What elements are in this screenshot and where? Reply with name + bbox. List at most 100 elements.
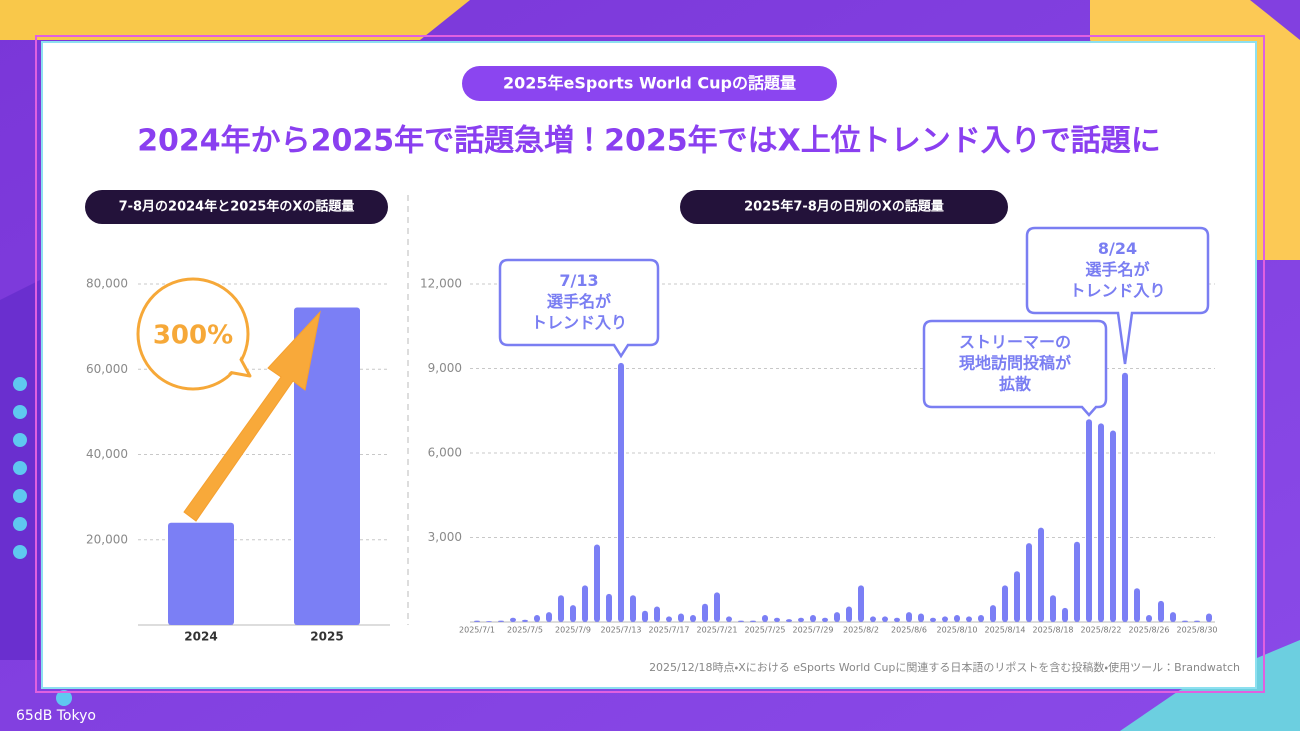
bar: [1098, 423, 1104, 622]
x-tick-label: 2025/7/5: [507, 626, 543, 635]
x-tick-label: 2025/7/1: [459, 626, 495, 635]
callout-text: 選手名が: [1085, 260, 1149, 279]
bar: [690, 614, 696, 622]
x-tick-label: 2025/8/2: [843, 626, 879, 635]
bar: [570, 605, 576, 622]
bar: [168, 522, 234, 625]
y-tick-label: 60,000: [86, 362, 128, 376]
x-tick-label: 2025/7/17: [648, 626, 689, 635]
chart-title: 2025年7-8月の日別のXの話題量: [744, 199, 944, 215]
bar: [822, 617, 828, 622]
x-tick-label: 2025: [310, 630, 343, 644]
bar: [558, 595, 564, 622]
bar: [642, 610, 648, 622]
x-tick-label: 2025/8/14: [984, 626, 1025, 635]
x-tick-label: 2025/7/21: [696, 626, 737, 635]
bar: [594, 544, 600, 622]
bar: [522, 619, 528, 622]
bar: [666, 616, 672, 622]
callout-text: 8/24: [1098, 239, 1137, 258]
bar: [510, 617, 516, 622]
bar: [486, 621, 492, 622]
deco-yellow: [0, 0, 470, 40]
plots: 20,000 40,000 60,000 80,000 2024 2025 3,000 6,0…: [86, 226, 1218, 644]
bar: [990, 605, 996, 622]
y-tick-label: 40,000: [86, 447, 128, 461]
bar: [702, 603, 708, 622]
x-tick-label: 2025/7/29: [792, 626, 833, 635]
bar: [606, 593, 612, 622]
bar: [1002, 585, 1008, 622]
headline: 2024年から2025年で話題急増！2025年ではX上位トレンド入りで話題に: [137, 124, 1161, 159]
bar: [678, 613, 684, 622]
badge: [462, 66, 837, 101]
deco-dots: [13, 377, 72, 706]
card-border: [35, 35, 1265, 693]
bar: [894, 617, 900, 622]
bar: [786, 619, 792, 622]
bar: [654, 606, 660, 622]
growth-label: 300%: [153, 321, 233, 351]
bar: [630, 595, 636, 622]
bar: [1050, 595, 1056, 622]
chart-title-pill: [680, 190, 1008, 224]
x-tick-label: 2025/8/30: [1176, 626, 1217, 635]
bar: [534, 614, 540, 622]
badge-text: 2025年eSports World Cupの話題量: [503, 74, 796, 93]
bar: [834, 612, 840, 622]
bar: [978, 614, 984, 622]
callout-text: 選手名が: [547, 292, 611, 311]
bar: [1194, 620, 1200, 622]
callout-text: 現地訪問投稿が: [959, 354, 1071, 373]
callout-text: 7/13: [559, 271, 598, 290]
callout-box: [922, 319, 1108, 417]
bar: [882, 616, 888, 622]
bar: [918, 613, 924, 622]
y-tick-label: 9,000: [428, 361, 462, 375]
bar: [774, 617, 780, 622]
bar: [750, 620, 756, 622]
bar: [498, 620, 504, 622]
bar: [1014, 571, 1020, 622]
callout-text: トレンド入り: [1069, 281, 1165, 300]
bar: [1146, 614, 1152, 622]
callout-text: トレンド入り: [531, 313, 627, 332]
footnote: 2025/12/18時点・Xにおける eSports World Cupに関連す…: [649, 660, 1240, 674]
x-tick-label: 2025/8/10: [936, 626, 977, 635]
bar: [1206, 613, 1212, 622]
bar: [954, 614, 960, 622]
x-tick-label: 2025/7/9: [555, 626, 591, 635]
bar: [846, 606, 852, 622]
x-tick-label: 2025/8/6: [891, 626, 927, 635]
y-tick-label: 20,000: [86, 532, 128, 546]
callout-box: [1025, 226, 1210, 365]
growth-arrow: [183, 310, 321, 522]
bar: [1134, 588, 1140, 622]
bar: [1086, 419, 1092, 622]
bar: [1170, 612, 1176, 622]
bar: [1110, 430, 1116, 622]
x-tick-label: 2024: [184, 630, 217, 644]
chart-title-pill: [85, 190, 388, 224]
bar: [930, 617, 936, 622]
bar: [618, 362, 624, 622]
y-tick-label: 6,000: [428, 446, 462, 460]
y-tick-label: 3,000: [428, 530, 462, 544]
y-tick-label: 12,000: [420, 277, 462, 291]
bar: [1182, 620, 1188, 622]
brand: 65dB Tokyo: [16, 708, 96, 724]
bar: [582, 585, 588, 622]
bar: [1074, 541, 1080, 622]
bar: [810, 614, 816, 622]
bar: [906, 612, 912, 622]
x-tick-label: 2025/8/22: [1080, 626, 1121, 635]
bar: [762, 614, 768, 622]
bar: [798, 617, 804, 622]
bar: [474, 620, 480, 622]
bar: [1038, 527, 1044, 622]
bar: [858, 585, 864, 622]
callout-box: [498, 258, 660, 359]
callout-text: 拡散: [999, 375, 1032, 394]
bar: [714, 592, 720, 622]
